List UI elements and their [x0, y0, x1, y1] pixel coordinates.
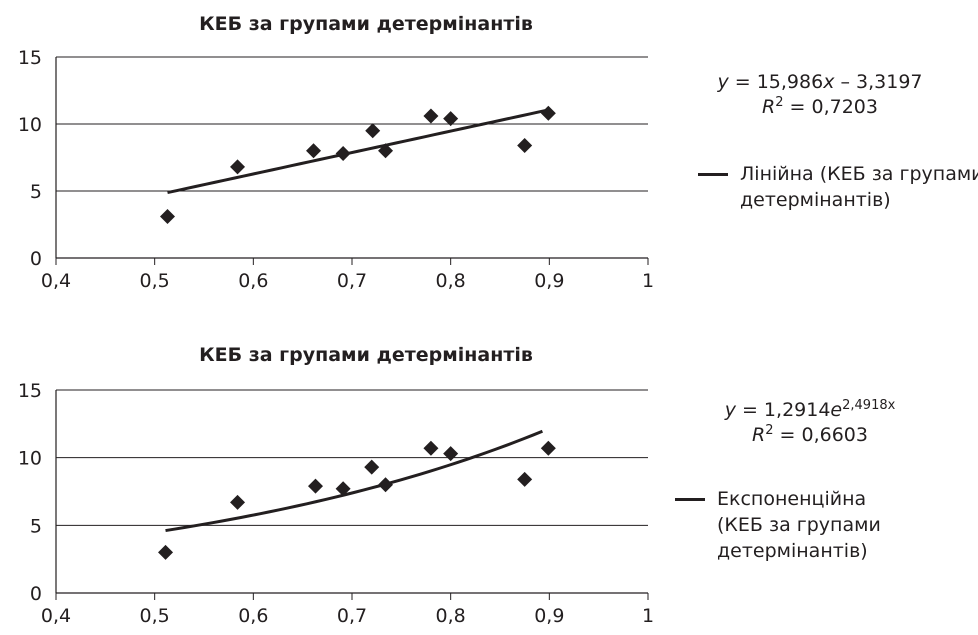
data-point [378, 477, 394, 493]
eq-r-exp: 2 [765, 423, 774, 438]
x-tick-label: 0,5 [140, 270, 170, 292]
data-point [159, 208, 175, 224]
eq-y: y [724, 399, 736, 421]
data-point [540, 105, 556, 121]
x-tick-label: 0,7 [337, 605, 367, 627]
chart-linear: КЕБ за групами детермінантів 0 5 10 15 0,4 0,5… [18, 13, 654, 292]
equation-linear-line2: R2 = 0,7203 [700, 95, 940, 120]
eq-y: y [717, 71, 729, 93]
data-point [158, 544, 174, 560]
y-tick-label: 10 [18, 114, 42, 136]
data-point [540, 440, 556, 456]
chart-panel-linear: КЕБ за групами детермінантів 0 5 10 15 0,4 0,5… [18, 13, 978, 292]
y-tick-label: 15 [18, 47, 42, 69]
data-point [335, 481, 351, 497]
legend-linear-text: Лінійна (КЕБ за групами детермінантів) [740, 161, 978, 213]
x-tick-label: 0,9 [534, 605, 564, 627]
x-tick-label: 0,9 [534, 270, 564, 292]
data-point [307, 478, 323, 494]
data-point [306, 143, 322, 159]
y-tick-label: 5 [30, 515, 42, 537]
data-point [335, 145, 351, 161]
equation-exp-line1: y = 1,2914e2,4918x [690, 398, 930, 423]
x-tick-label: 0,8 [436, 605, 466, 627]
data-point [378, 143, 394, 159]
eq-r-value: = 0,7203 [783, 96, 878, 118]
equation-exp-line2: R2 = 0,6603 [690, 423, 930, 448]
equation-linear-line1: y = 15,986x – 3,3197 [700, 70, 940, 95]
data-point [443, 111, 459, 127]
eq-r-value: = 0,6603 [773, 424, 868, 446]
legend-exponential-text: Експоненційна (КЕБ за групами детермінан… [717, 486, 881, 564]
eq-x: x [823, 71, 835, 93]
y-tick-label: 5 [30, 181, 42, 203]
x-tick-label: 0,8 [436, 270, 466, 292]
legend-exponential-swatch [675, 498, 705, 501]
eq-e-exp: 2,4918x [842, 398, 896, 413]
legend-linear-line2: детермінантів) [740, 189, 891, 211]
trendline [167, 108, 549, 195]
x-tick-label: 1 [642, 605, 654, 627]
equation-exponential: y = 1,2914e2,4918x R2 = 0,6603 [690, 398, 930, 448]
data-point [230, 494, 246, 510]
legend-linear: Лінійна (КЕБ за групами детермінантів) [698, 161, 978, 217]
chart-title: КЕБ за групами детермінантів [199, 13, 533, 35]
data-point [365, 123, 381, 139]
x-tick-label: 0,6 [238, 270, 268, 292]
legend-exp-line1: Експоненційна [717, 488, 867, 510]
y-tick-label: 10 [18, 448, 42, 470]
legend-linear-line1: Лінійна (КЕБ за групами [740, 163, 978, 185]
y-tick-label: 0 [30, 248, 42, 270]
x-tick-label: 1 [642, 270, 654, 292]
eq-r-exp: 2 [775, 95, 784, 110]
legend-exp-line3: детермінантів) [717, 540, 868, 562]
data-point [517, 471, 533, 487]
data-point [423, 108, 439, 124]
data-point [423, 440, 439, 456]
eq-intercept: – 3,3197 [834, 71, 923, 93]
eq-r: R [762, 96, 776, 118]
data-point [364, 459, 380, 475]
trendline [165, 429, 543, 533]
legend-exponential: Експоненційна (КЕБ за групами детермінан… [675, 486, 965, 570]
eq-e: e [830, 399, 843, 421]
x-tick-label: 0,6 [238, 605, 268, 627]
chart-title: КЕБ за групами детермінантів [199, 344, 533, 366]
legend-linear-swatch [698, 173, 728, 176]
equation-linear: y = 15,986x – 3,3197 R2 = 0,7203 [700, 70, 940, 120]
y-tick-label: 0 [30, 583, 42, 605]
data-point [443, 446, 459, 462]
x-tick-label: 0,7 [337, 270, 367, 292]
x-tick-label: 0,4 [41, 605, 71, 627]
x-tick-label: 0,4 [41, 270, 71, 292]
data-point [230, 159, 246, 175]
eq-coef: = 1,2914 [735, 399, 831, 421]
eq-r: R [752, 424, 766, 446]
x-tick-label: 0,5 [140, 605, 170, 627]
data-point [517, 137, 533, 153]
y-tick-label: 15 [18, 380, 42, 402]
eq-coef: = 15,986 [728, 71, 824, 93]
legend-exp-line2: (КЕБ за групами [717, 514, 881, 536]
